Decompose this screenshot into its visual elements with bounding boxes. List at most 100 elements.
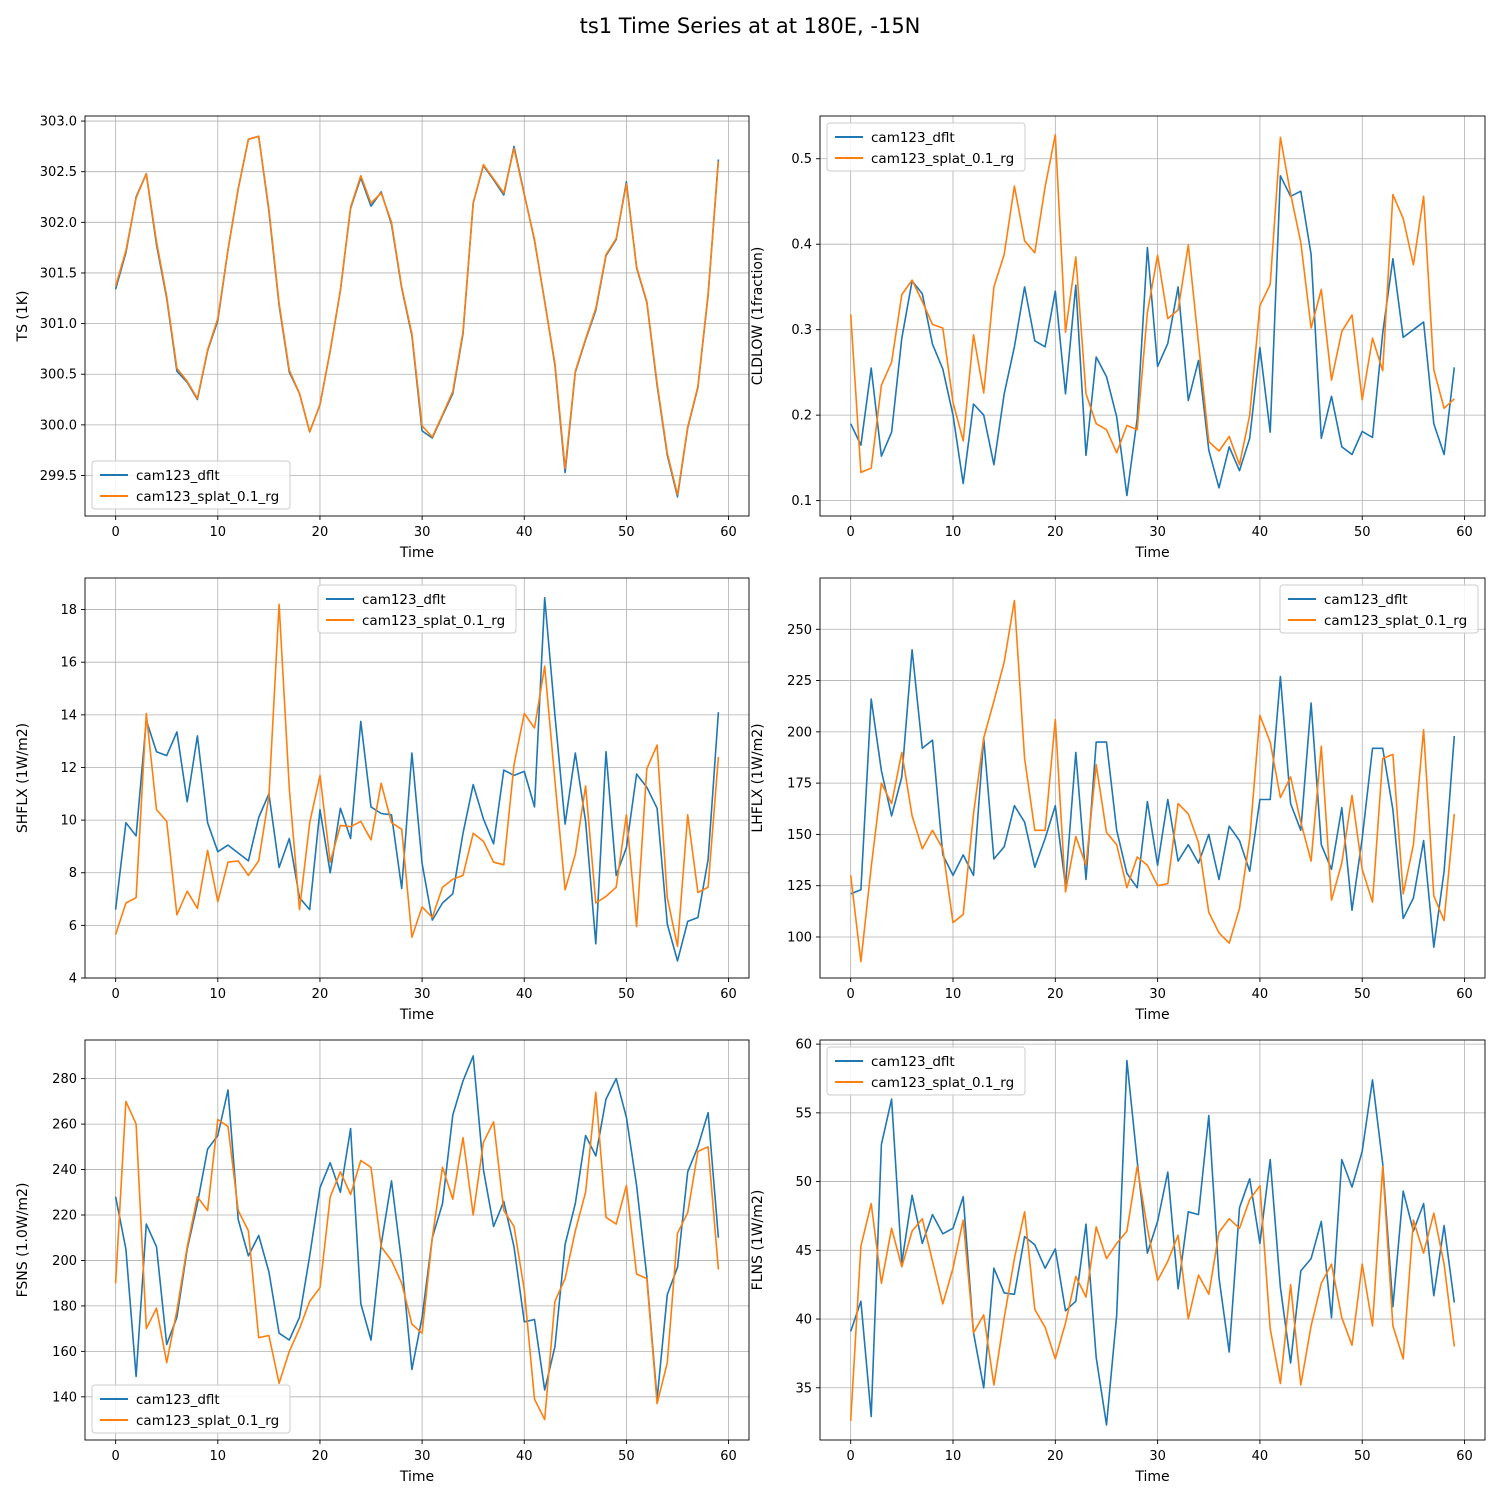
y-axis-label: SHFLX (1W/m2)	[15, 723, 31, 833]
legend-label-splat: cam123_splat_0.1_rg	[871, 1075, 1014, 1091]
x-tick-label: 40	[516, 1449, 533, 1464]
y-tick-label: 0.1	[791, 494, 812, 509]
y-tick-label: 140	[52, 1390, 77, 1405]
x-tick-label: 40	[1252, 525, 1269, 540]
legend: cam123_dflt cam123_splat_0.1_rg	[317, 584, 517, 634]
x-tick-label: 40	[516, 987, 533, 1002]
x-tick-label: 20	[1047, 1449, 1064, 1464]
legend-box	[826, 122, 1026, 172]
y-axis-label: LHFLX (1W/m2)	[750, 723, 766, 832]
y-tick-label: 302.0	[40, 216, 77, 231]
y-tick-label: 175	[787, 777, 812, 792]
series-line-splat	[114, 603, 720, 948]
x-tick-label: 30	[1149, 1449, 1166, 1464]
legend-box	[317, 584, 517, 634]
axes-frame	[84, 1039, 750, 1441]
y-tick-label: 200	[52, 1254, 77, 1269]
chart-panel-3: 0 10 20 30 40 50 60 4 6 8 10 12 14 16 18 Time SHFLX (1W/…	[15, 577, 750, 1023]
series-line-splat	[114, 1091, 720, 1421]
y-tick-label: 18	[60, 603, 77, 618]
figure-title: ts1 Time Series at at 180E, -15N	[579, 14, 921, 38]
y-tick-label: 8	[69, 866, 77, 881]
x-tick-label: 20	[1047, 525, 1064, 540]
legend: cam123_dflt cam123_splat_0.1_rg	[1279, 584, 1479, 634]
y-axis-label: TS (1K)	[15, 291, 31, 343]
x-tick-label: 20	[312, 1449, 329, 1464]
series-line-dflt	[114, 596, 720, 962]
legend-label-dflt: cam123_dflt	[136, 1392, 220, 1408]
legend-box	[91, 460, 291, 510]
y-tick-label: 280	[52, 1072, 77, 1087]
axes-frame	[84, 577, 750, 979]
y-tick-label: 200	[787, 725, 812, 740]
y-tick-label: 260	[52, 1118, 77, 1133]
legend-label-splat: cam123_splat_0.1_rg	[136, 1413, 279, 1429]
x-tick-label: 50	[1354, 987, 1371, 1002]
x-axis-label: Time	[1134, 545, 1169, 561]
chart-panel-1: 0 10 20 30 40 50 60 299.5 300.0 300.5 301.0 301.5 30…	[15, 115, 750, 561]
x-axis-label: Time	[1134, 1007, 1169, 1023]
y-tick-label: 14	[60, 708, 77, 723]
legend-label-splat: cam123_splat_0.1_rg	[362, 613, 505, 629]
legend: cam123_dflt cam123_splat_0.1_rg	[826, 122, 1026, 172]
x-tick-label: 30	[414, 987, 431, 1002]
series-line-splat	[114, 135, 720, 496]
legend-label-splat: cam123_splat_0.1_rg	[136, 489, 279, 505]
y-tick-label: 250	[787, 623, 812, 638]
x-tick-label: 30	[1149, 987, 1166, 1002]
x-axis-label: Time	[399, 1469, 434, 1485]
y-tick-label: 0.5	[791, 152, 812, 167]
y-tick-label: 35	[795, 1381, 812, 1396]
x-tick-label: 60	[1456, 987, 1473, 1002]
x-tick-label: 50	[618, 1449, 635, 1464]
x-tick-label: 60	[720, 987, 737, 1002]
x-tick-label: 10	[210, 987, 227, 1002]
legend-label-dflt: cam123_dflt	[871, 130, 955, 146]
x-axis-label: Time	[1134, 1469, 1169, 1485]
y-tick-label: 300.5	[40, 368, 77, 383]
y-tick-label: 12	[60, 761, 77, 776]
chart-panel-4: 0 10 20 30 40 50 60 100 125 150 175 200 225 250 Time LH…	[750, 577, 1486, 1023]
x-tick-label: 0	[847, 1449, 855, 1464]
series-line-splat	[849, 134, 1455, 474]
y-tick-label: 301.0	[40, 317, 77, 332]
y-tick-label: 150	[787, 828, 812, 843]
y-tick-label: 55	[795, 1106, 812, 1121]
series-line-dflt	[850, 648, 1456, 949]
y-tick-label: 16	[60, 656, 77, 671]
y-tick-label: 50	[795, 1175, 812, 1190]
x-tick-label: 20	[1047, 987, 1064, 1002]
chart-panel-2: 0 10 20 30 40 50 60 0.1 0.2 0.3 0.4 0.5 Time CLDLOW (…	[750, 115, 1486, 561]
chart-panel-5: 0 10 20 30 40 50 60 140 160 180 200 220 240 260 280 Tim…	[15, 1039, 750, 1485]
legend-label-splat: cam123_splat_0.1_rg	[1324, 613, 1467, 629]
y-tick-label: 6	[69, 919, 77, 934]
x-tick-label: 40	[1252, 1449, 1269, 1464]
y-tick-label: 160	[52, 1345, 77, 1360]
axes-frame	[819, 115, 1486, 517]
series-line-dflt	[849, 175, 1456, 497]
x-axis-label: Time	[399, 545, 434, 561]
x-tick-label: 0	[847, 525, 855, 540]
y-axis-label: FSNS (1.0W/m2)	[15, 1183, 31, 1298]
series-line-splat	[849, 1165, 1456, 1421]
axes-frame	[819, 577, 1486, 979]
y-axis-label: CLDLOW (1fraction)	[750, 247, 766, 386]
x-tick-label: 50	[1354, 1449, 1371, 1464]
legend-box	[1279, 584, 1479, 634]
y-tick-label: 299.5	[40, 469, 77, 484]
y-tick-label: 300.0	[40, 418, 77, 433]
chart-panel-6: 0 10 20 30 40 50 60 35 40 45 50 55 60 Time FLNS (1W/m2…	[750, 1038, 1486, 1485]
series-line-splat	[849, 599, 1456, 963]
y-tick-label: 220	[52, 1209, 77, 1224]
x-tick-label: 60	[720, 525, 737, 540]
legend-label-dflt: cam123_dflt	[1324, 592, 1408, 608]
x-tick-label: 10	[945, 1449, 962, 1464]
x-tick-label: 40	[516, 525, 533, 540]
y-tick-label: 0.3	[791, 323, 812, 338]
y-tick-label: 45	[795, 1244, 812, 1259]
x-tick-label: 10	[945, 525, 962, 540]
legend-label-dflt: cam123_dflt	[871, 1054, 955, 1070]
y-tick-label: 4	[69, 972, 77, 987]
x-tick-label: 0	[112, 525, 120, 540]
